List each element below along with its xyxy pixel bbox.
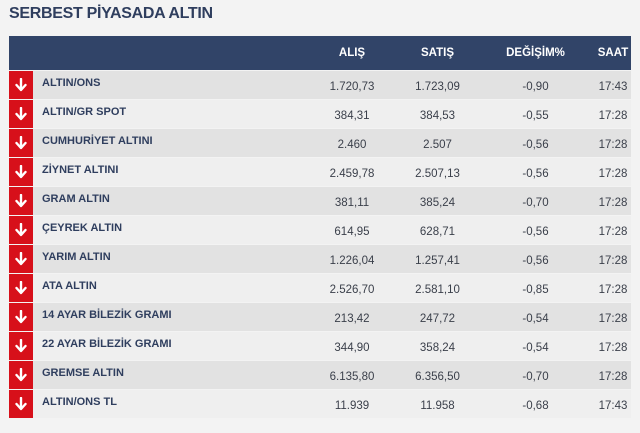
down-arrow-icon bbox=[9, 216, 33, 244]
table-row[interactable]: GRAM ALTIN 381,11 385,24 -0,70 17:28 bbox=[9, 187, 631, 215]
instrument-name[interactable]: YARIM ALTIN bbox=[42, 251, 111, 263]
satis-value: 384,53 bbox=[419, 109, 456, 122]
saat-value: 17:28 bbox=[598, 109, 628, 122]
degisim-value: -0,70 bbox=[522, 196, 549, 209]
saat-value: 17:28 bbox=[598, 283, 628, 296]
satis-value: 358,24 bbox=[419, 341, 456, 354]
table-row[interactable]: ATA ALTIN 2.526,70 2.581,10 -0,85 17:28 bbox=[9, 274, 631, 302]
column-saat: SAAT bbox=[597, 47, 629, 59]
saat-value: 17:43 bbox=[598, 80, 628, 93]
instrument-name[interactable]: ALTIN/ONS bbox=[42, 77, 101, 89]
satis-value: 6.356,50 bbox=[415, 370, 460, 383]
saat-value: 17:43 bbox=[598, 399, 628, 412]
instrument-name[interactable]: ALTIN/GR SPOT bbox=[42, 106, 127, 118]
down-arrow-icon bbox=[9, 187, 33, 215]
degisim-value: -0,85 bbox=[522, 283, 549, 296]
alis-value: 2.526,70 bbox=[329, 283, 375, 296]
satis-value: 1.257,41 bbox=[415, 254, 460, 267]
instrument-name[interactable]: CUMHURİYET ALTINI bbox=[42, 135, 153, 147]
alis-value: 11.939 bbox=[334, 399, 370, 412]
down-arrow-icon bbox=[9, 245, 33, 273]
instrument-name[interactable]: 22 AYAR BİLEZİK GRAMI bbox=[42, 338, 172, 350]
satis-value: 1.723,09 bbox=[415, 80, 460, 93]
column-satis: SATIŞ bbox=[420, 47, 454, 59]
degisim-value: -0,68 bbox=[522, 399, 549, 412]
table-row[interactable]: ALTIN/GR SPOT 384,31 384,53 -0,55 17:28 bbox=[9, 100, 631, 128]
degisim-value: -0,70 bbox=[522, 370, 549, 383]
instrument-name[interactable]: ÇEYREK ALTIN bbox=[42, 222, 123, 234]
degisim-value: -0,55 bbox=[522, 109, 549, 122]
alis-value: 344,90 bbox=[334, 341, 370, 354]
alis-value: 381,11 bbox=[334, 196, 370, 209]
satis-value: 11.958 bbox=[420, 399, 455, 412]
table-header: ALIŞ SATIŞ DEĞİŞİM% SAAT bbox=[9, 36, 631, 70]
down-arrow-icon bbox=[9, 158, 33, 186]
saat-value: 17:28 bbox=[598, 370, 628, 383]
column-alis: ALIŞ bbox=[338, 47, 366, 59]
down-arrow-icon bbox=[9, 303, 33, 331]
instrument-name[interactable]: ZİYNET ALTINI bbox=[42, 164, 119, 176]
degisim-value: -0,56 bbox=[522, 167, 549, 180]
satis-value: 385,24 bbox=[419, 196, 456, 209]
alis-value: 6.135,80 bbox=[329, 370, 375, 383]
saat-value: 17:28 bbox=[598, 138, 628, 151]
saat-value: 17:28 bbox=[598, 167, 628, 180]
page-title: SERBEST PİYASADA ALTIN bbox=[9, 5, 213, 22]
alis-value: 384,31 bbox=[334, 109, 370, 122]
saat-value: 17:28 bbox=[598, 341, 628, 354]
saat-value: 17:28 bbox=[598, 312, 628, 325]
table-row[interactable]: ALTIN/ONS TL 11.939 11.958 -0,68 17:43 bbox=[9, 390, 631, 418]
degisim-value: -0,54 bbox=[522, 312, 549, 325]
instrument-name[interactable]: ALTIN/ONS TL bbox=[42, 396, 117, 408]
down-arrow-icon bbox=[9, 274, 33, 302]
instrument-name[interactable]: GREMSE ALTIN bbox=[42, 367, 124, 379]
alis-value: 1.720,73 bbox=[329, 80, 375, 93]
table-row[interactable]: GREMSE ALTIN 6.135,80 6.356,50 -0,70 17:28 bbox=[9, 361, 631, 389]
degisim-value: -0,56 bbox=[522, 254, 549, 267]
column-degisim: DEĞİŞİM% bbox=[506, 47, 565, 59]
table-row[interactable]: 14 AYAR BİLEZİK GRAMI 213,42 247,72 -0,54 17… bbox=[9, 303, 631, 331]
table-row[interactable]: ALTIN/ONS 1.720,73 1.723,09 -0,90 17:43 bbox=[9, 71, 631, 99]
down-arrow-icon bbox=[9, 332, 33, 360]
alis-value: 2.459,78 bbox=[329, 167, 375, 180]
instrument-name[interactable]: ATA ALTIN bbox=[42, 280, 97, 292]
table-row[interactable]: ZİYNET ALTINI 2.459,78 2.507,13 -0,56 17:28 bbox=[9, 158, 631, 186]
saat-value: 17:28 bbox=[598, 196, 628, 209]
satis-value: 2.507,13 bbox=[415, 167, 460, 180]
instrument-name[interactable]: GRAM ALTIN bbox=[42, 193, 110, 205]
gold-price-table: ALIŞ SATIŞ DEĞİŞİM% SAAT ALTIN/ONS 1.720,… bbox=[9, 36, 631, 418]
satis-value: 2.581,10 bbox=[415, 283, 460, 296]
instrument-name[interactable]: 14 AYAR BİLEZİK GRAMI bbox=[42, 309, 172, 321]
degisim-value: -0,90 bbox=[522, 80, 549, 93]
down-arrow-icon bbox=[9, 71, 33, 99]
table-row[interactable]: CUMHURİYET ALTINI 2.460 2.507 -0,56 17:28 bbox=[9, 129, 631, 157]
table-row[interactable]: 22 AYAR BİLEZİK GRAMI 344,90 358,24 -0,54 17… bbox=[9, 332, 631, 360]
alis-value: 213,42 bbox=[334, 312, 370, 325]
degisim-value: -0,54 bbox=[522, 341, 549, 354]
alis-value: 1.226,04 bbox=[329, 254, 375, 267]
satis-value: 628,71 bbox=[419, 225, 456, 238]
alis-value: 614,95 bbox=[334, 225, 370, 238]
degisim-value: -0,56 bbox=[522, 138, 549, 151]
degisim-value: -0,56 bbox=[522, 225, 549, 238]
saat-value: 17:28 bbox=[598, 225, 628, 238]
table-row[interactable]: ÇEYREK ALTIN 614,95 628,71 -0,56 17:28 bbox=[9, 216, 631, 244]
down-arrow-icon bbox=[9, 100, 33, 128]
satis-value: 2.507 bbox=[423, 138, 452, 151]
down-arrow-icon bbox=[9, 390, 33, 418]
down-arrow-icon bbox=[9, 361, 33, 389]
saat-value: 17:28 bbox=[598, 254, 628, 267]
alis-value: 2.460 bbox=[337, 138, 367, 151]
down-arrow-icon bbox=[9, 129, 33, 157]
satis-value: 247,72 bbox=[419, 312, 456, 325]
table-row[interactable]: YARIM ALTIN 1.226,04 1.257,41 -0,56 17:28 bbox=[9, 245, 631, 273]
